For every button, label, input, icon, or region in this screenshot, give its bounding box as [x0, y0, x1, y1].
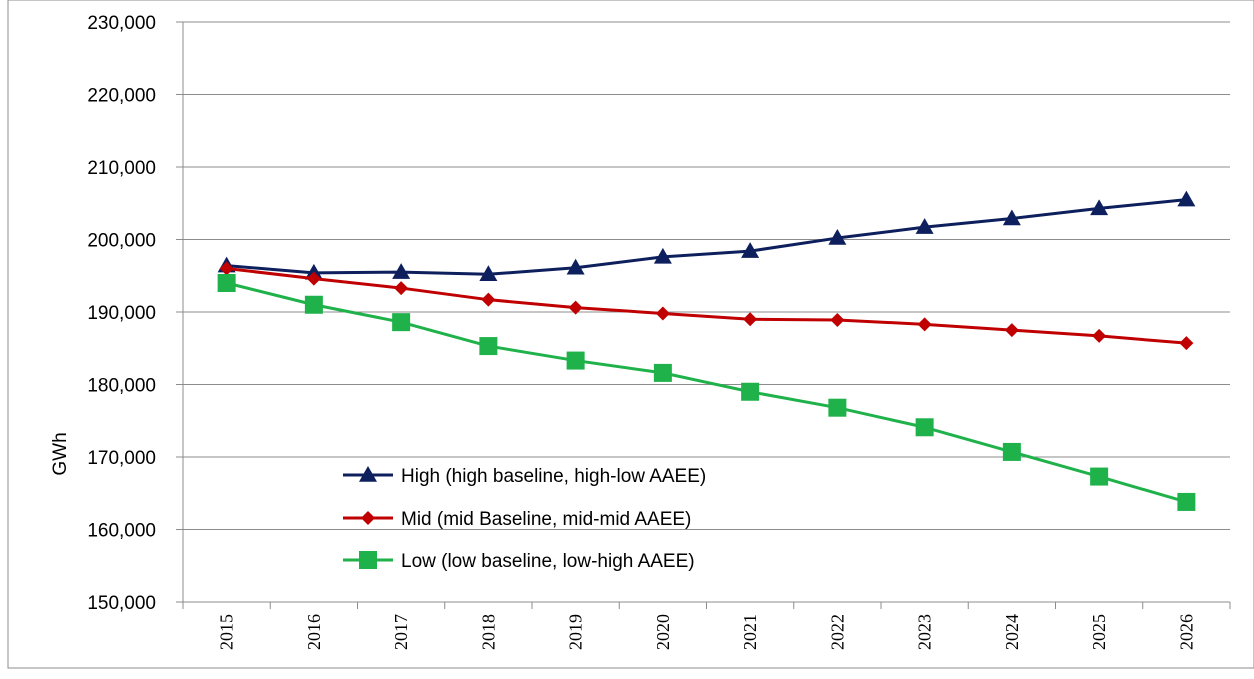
square-marker	[741, 382, 760, 401]
x-tick-label: 2024	[1002, 614, 1022, 650]
y-tick-label: 200,000	[87, 231, 156, 252]
triangle-marker	[653, 247, 672, 264]
y-tick-label: 160,000	[87, 521, 156, 542]
legend-entry: Low (low baseline, low-high AAEE)	[343, 551, 695, 572]
x-tick-label: 2018	[478, 614, 498, 650]
square-marker	[479, 337, 498, 356]
y-axis-ticks: 150,000 160,000 170,000 180,000 190,000 200,0…	[87, 13, 183, 614]
y-tick-label: 210,000	[87, 158, 156, 179]
square-marker	[1090, 467, 1109, 486]
x-tick-label: 2026	[1176, 614, 1196, 650]
diamond-marker	[917, 317, 932, 332]
x-tick-label: 2017	[391, 614, 411, 650]
diamond-marker	[1092, 328, 1107, 343]
y-tick-label: 220,000	[87, 86, 156, 107]
x-tick-label: 2021	[740, 614, 760, 650]
triangle-marker	[392, 263, 411, 279]
diamond-marker	[743, 312, 758, 327]
y-axis-title: GWh	[50, 432, 71, 475]
diamond-marker	[481, 292, 496, 307]
triangle-marker	[915, 218, 934, 234]
x-tick-label: 2020	[653, 614, 673, 650]
diamond-marker	[655, 306, 670, 321]
diamond-marker	[1179, 336, 1194, 351]
square-marker	[392, 313, 411, 332]
x-tick-label: 2023	[915, 614, 935, 650]
series-square	[217, 274, 1196, 511]
triangle-marker	[359, 466, 377, 482]
square-marker	[653, 363, 672, 382]
square-marker	[1002, 442, 1021, 461]
square-marker	[566, 351, 585, 370]
x-tick-label: 2025	[1089, 614, 1109, 650]
x-tick-label: 2015	[217, 614, 237, 650]
series-lines	[217, 190, 1196, 511]
y-tick-label: 150,000	[87, 593, 156, 614]
triangle-marker	[1177, 190, 1196, 207]
series-line	[226, 281, 1187, 504]
diamond-marker	[394, 281, 409, 296]
triangle-marker	[479, 265, 498, 282]
triangle-marker	[1090, 199, 1109, 216]
triangle-marker	[1002, 209, 1021, 226]
y-tick-label: 190,000	[87, 303, 156, 324]
diamond-marker	[361, 511, 375, 525]
y-tick-label: 180,000	[87, 376, 156, 397]
diamond-marker	[219, 261, 234, 276]
x-axis-ticks: 2015 2016 2017 2018 2019 2020 2021 2022 2023 2024…	[182, 602, 1231, 650]
square-marker	[217, 274, 236, 292]
legend: High (high baseline, high-low AAEE) Mid (…	[343, 466, 706, 572]
series-line	[226, 267, 1187, 345]
diamond-marker	[830, 312, 845, 327]
chart-frame	[7, 0, 1254, 669]
y-tick-label: 230,000	[87, 13, 156, 34]
diamond-marker	[568, 300, 583, 315]
legend-label: Low (low baseline, low-high AAEE)	[401, 551, 695, 572]
triangle-marker	[741, 242, 760, 258]
square-marker	[1177, 492, 1196, 511]
gridlines	[183, 21, 1230, 530]
triangle-marker	[566, 258, 585, 275]
series-diamond	[219, 261, 1194, 351]
legend-entry: Mid (mid Baseline, mid-mid AAEE)	[343, 509, 691, 530]
x-tick-label: 2016	[304, 614, 324, 650]
legend-label: High (high baseline, high-low AAEE)	[401, 466, 706, 487]
legend-entry: High (high baseline, high-low AAEE)	[343, 466, 706, 487]
square-marker	[359, 551, 377, 569]
y-tick-label: 170,000	[87, 448, 156, 469]
square-marker	[828, 398, 847, 417]
square-marker	[915, 418, 934, 437]
x-tick-label: 2019	[566, 614, 586, 650]
diamond-marker	[306, 271, 321, 286]
x-tick-label: 2022	[827, 614, 847, 650]
square-marker	[304, 295, 323, 314]
legend-label: Mid (mid Baseline, mid-mid AAEE)	[401, 509, 691, 530]
triangle-marker	[828, 229, 847, 245]
diamond-marker	[1004, 323, 1019, 338]
series-line	[226, 198, 1187, 276]
